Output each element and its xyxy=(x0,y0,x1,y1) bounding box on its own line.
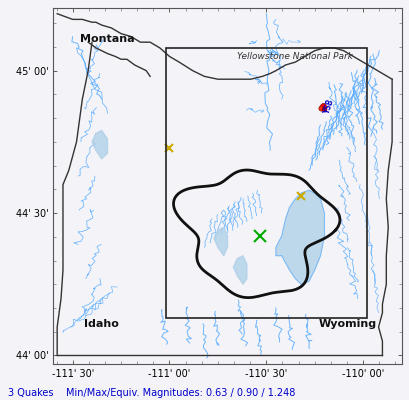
Text: 3 Quakes    Min/Max/Equiv. Magnitudes: 0.63 / 0.90 / 1.248: 3 Quakes Min/Max/Equiv. Magnitudes: 0.63… xyxy=(8,388,295,398)
Polygon shape xyxy=(213,227,227,256)
Text: Idaho: Idaho xyxy=(84,319,119,329)
Point xyxy=(317,104,324,111)
Polygon shape xyxy=(275,190,324,284)
Point xyxy=(319,103,326,110)
Text: Wyoming: Wyoming xyxy=(318,319,376,329)
Bar xyxy=(165,48,366,318)
Text: Yellowstone National Park: Yellowstone National Park xyxy=(237,52,353,61)
Text: YSB: YSB xyxy=(321,98,335,115)
Polygon shape xyxy=(92,130,107,159)
Point xyxy=(320,106,327,112)
Polygon shape xyxy=(233,256,246,284)
Text: Montana: Montana xyxy=(80,34,135,44)
